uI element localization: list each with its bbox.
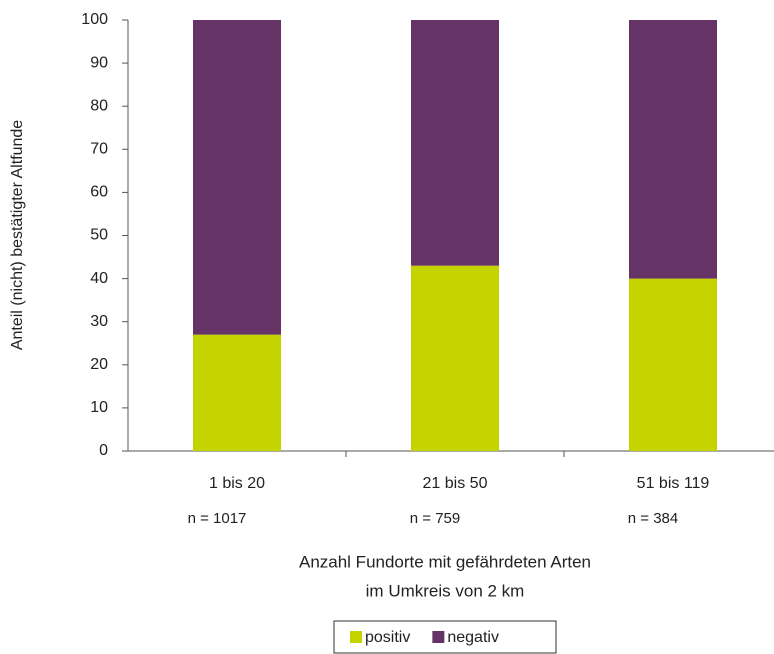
y-axis-label: Anteil (nicht) bestätigter Altfunde xyxy=(9,120,26,350)
y-tick-label: 90 xyxy=(90,54,108,71)
y-tick-label: 80 xyxy=(90,97,108,114)
bar-segment xyxy=(629,20,717,279)
bar-segment xyxy=(629,278,717,451)
y-tick-label: 50 xyxy=(90,227,108,244)
y-tick-label: 10 xyxy=(90,399,108,416)
legend-swatch xyxy=(432,631,445,643)
bar-segment xyxy=(193,20,281,335)
y-tick-label: 0 xyxy=(99,442,108,459)
x-tick-label: 1 bis 20 xyxy=(209,475,265,492)
bar-segment xyxy=(411,20,499,266)
annotation: n = 759 xyxy=(410,510,460,527)
y-tick-label: 100 xyxy=(81,11,108,28)
legend-label: negativ xyxy=(447,629,499,646)
y-tick-label: 70 xyxy=(90,141,108,158)
x-axis-label: Anzahl Fundorte mit gefährdeten Arten xyxy=(299,552,591,571)
annotation: n = 1017 xyxy=(188,510,247,527)
y-tick-label: 40 xyxy=(90,270,108,287)
annotation: n = 384 xyxy=(628,510,678,527)
legend-box xyxy=(333,620,557,654)
legend-label: positiv xyxy=(365,629,410,646)
x-tick-label: 51 bis 119 xyxy=(637,475,710,492)
bar-segment xyxy=(411,265,499,451)
y-tick-label: 30 xyxy=(90,313,108,330)
bar-segment xyxy=(193,334,281,451)
x-axis-label: im Umkreis von 2 km xyxy=(366,581,525,600)
legend-swatch xyxy=(350,631,362,643)
y-tick-label: 20 xyxy=(90,356,108,373)
x-tick-label: 21 bis 50 xyxy=(423,475,488,492)
y-tick-label: 60 xyxy=(90,184,108,201)
